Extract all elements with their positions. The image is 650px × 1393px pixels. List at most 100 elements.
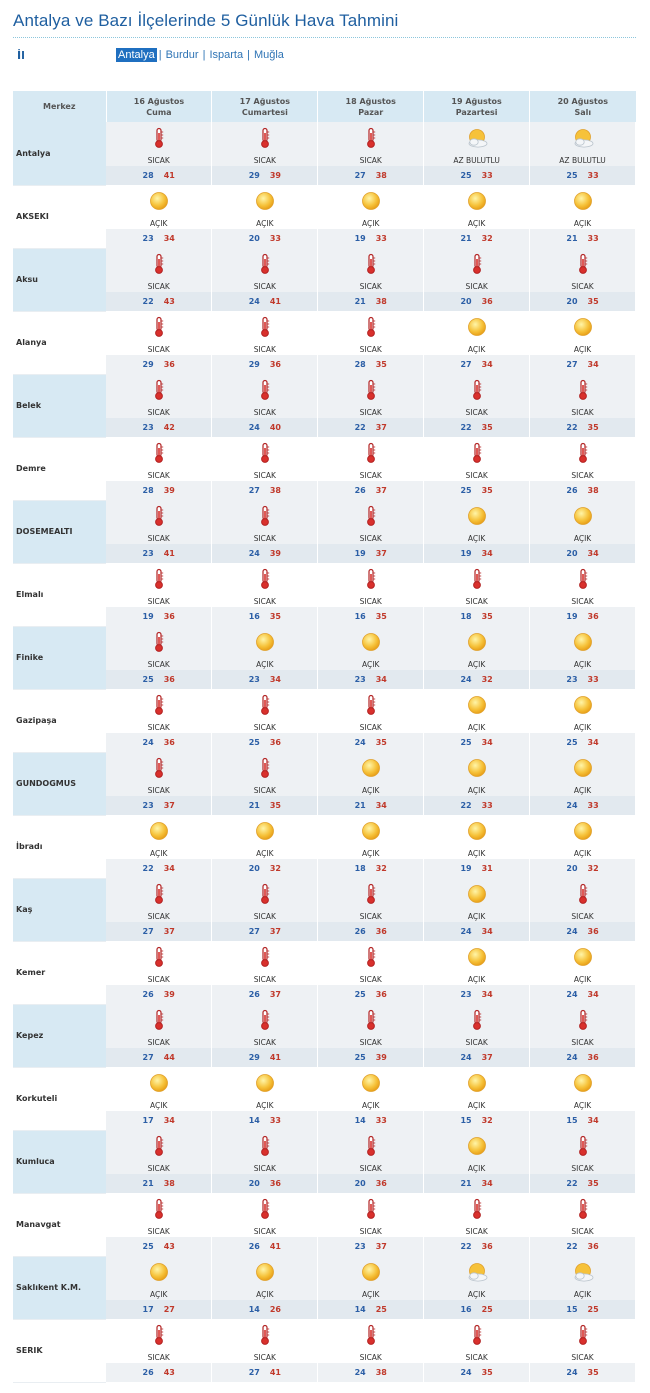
max-temp: 39 (269, 549, 281, 558)
forecast-condition-area: SICAK (530, 1319, 635, 1363)
max-temp: 36 (163, 612, 175, 621)
temperature-range: 23 34 (212, 670, 318, 689)
temperature-range: 20 34 (530, 544, 635, 563)
temperature-range: 18 32 (318, 859, 424, 878)
forecast-cell: SICAK 26 39 (106, 941, 213, 1004)
condition-label: SICAK (253, 1164, 276, 1173)
min-temp: 21 (354, 297, 366, 306)
max-temp: 35 (587, 1179, 599, 1188)
city-name: Kaş (13, 878, 106, 942)
min-temp: 24 (566, 927, 578, 936)
min-temp: 29 (248, 360, 260, 369)
min-temp: 18 (460, 612, 472, 621)
condition-label: SICAK (571, 408, 594, 417)
temperature-range: 29 41 (212, 1048, 318, 1067)
province-link-isparta[interactable]: Isparta (209, 49, 244, 61)
temperature-range: 24 34 (530, 985, 635, 1004)
condition-label: SICAK (465, 408, 488, 417)
max-temp: 32 (481, 234, 493, 243)
forecast-condition-area: SICAK (106, 1004, 212, 1048)
sun-icon (466, 631, 488, 653)
min-temp: 20 (460, 297, 472, 306)
sun-icon (254, 631, 276, 653)
forecast-cell: SICAK 26 43 (106, 1319, 213, 1382)
sun-icon (466, 820, 488, 842)
max-temp: 35 (481, 423, 493, 432)
forecast-cell: SICAK 28 35 (317, 311, 425, 374)
temperature-range: 27 34 (424, 355, 530, 374)
forecast-cell: AÇIK 21 32 (423, 185, 531, 248)
min-temp: 20 (566, 864, 578, 873)
max-temp: 38 (375, 171, 387, 180)
temperature-range: 20 32 (530, 859, 635, 878)
min-temp: 28 (354, 360, 366, 369)
forecast-cell: SICAK 25 36 (106, 626, 213, 689)
forecast-cell: SICAK 23 37 (317, 1193, 425, 1256)
forecast-cell: SICAK 22 43 (106, 248, 213, 311)
condition-label: SICAK (253, 471, 276, 480)
forecast-condition-area: SICAK (318, 563, 423, 607)
forecast-cell: SICAK 24 37 (423, 1004, 531, 1067)
table-row: Belek SICAK 23 42 SICAK 24 40 SICAK 22 37 SICAK 22 3… (13, 374, 636, 438)
max-temp: 34 (481, 549, 493, 558)
day-header: 16 Ağustos Cuma (106, 91, 213, 122)
temperature-range: 15 25 (530, 1300, 635, 1319)
forecast-cell: SICAK 29 39 (211, 122, 319, 185)
temperature-range: 22 34 (106, 859, 212, 878)
forecast-cell: AÇIK 23 34 (317, 626, 425, 689)
sun-icon (572, 820, 594, 842)
province-link-antalya[interactable]: Antalya (116, 48, 157, 62)
forecast-condition-area: SICAK (318, 1130, 424, 1174)
separator: | (202, 49, 206, 61)
temperature-range: 24 34 (424, 922, 530, 941)
partly-cloudy-icon (466, 127, 488, 149)
max-temp: 25 (587, 1305, 599, 1314)
max-temp: 36 (587, 612, 599, 621)
thermometer-icon (572, 883, 594, 905)
min-temp: 24 (460, 927, 472, 936)
thermometer-icon (572, 568, 594, 590)
temperature-range: 24 36 (106, 733, 212, 752)
day-date: 16 Ağustos (133, 96, 185, 106)
condition-label: SICAK (359, 723, 382, 732)
thermometer-icon (254, 883, 276, 905)
min-temp: 14 (248, 1305, 260, 1314)
forecast-condition-area: AÇIK (318, 1067, 423, 1111)
min-temp: 24 (354, 1368, 366, 1377)
thermometer-icon (466, 379, 488, 401)
max-temp: 34 (375, 801, 387, 810)
temperature-range: 22 35 (530, 1174, 635, 1193)
condition-label: SICAK (359, 471, 382, 480)
forecast-cell: SICAK 26 37 (317, 437, 425, 500)
thermometer-icon (466, 1198, 488, 1220)
max-temp: 25 (481, 1305, 493, 1314)
max-temp: 33 (587, 234, 599, 243)
temperature-range: 16 35 (212, 607, 318, 626)
max-temp: 33 (269, 234, 281, 243)
temperature-range: 28 39 (106, 481, 212, 500)
sun-icon (466, 1135, 488, 1157)
province-link-burdur[interactable]: Burdur (165, 49, 199, 61)
temperature-range: 14 25 (318, 1300, 424, 1319)
min-temp: 27 (248, 927, 260, 936)
thermometer-icon (254, 505, 276, 527)
condition-label: SICAK (147, 660, 170, 669)
thermometer-icon (148, 946, 170, 968)
thermometer-icon (360, 127, 382, 149)
temperature-range: 26 43 (106, 1363, 212, 1382)
sun-icon (254, 820, 276, 842)
forecast-cell: AÇIK 20 32 (529, 815, 636, 878)
thermometer-icon (360, 946, 382, 968)
min-temp: 23 (248, 675, 260, 684)
table-row: Aksu SICAK 22 43 SICAK 24 41 SICAK 21 38 SICAK 20 36… (13, 248, 636, 312)
max-temp: 41 (269, 1053, 281, 1062)
province-link-mugla[interactable]: Muğla (253, 49, 284, 61)
max-temp: 32 (587, 864, 599, 873)
city-name: Aksu (13, 248, 106, 312)
min-temp: 24 (142, 738, 154, 747)
min-temp: 24 (248, 297, 260, 306)
temperature-range: 18 35 (424, 607, 530, 626)
temperature-range: 29 36 (106, 355, 212, 374)
condition-label: AÇIK (150, 1101, 168, 1110)
forecast-condition-area: AÇIK (106, 185, 211, 229)
